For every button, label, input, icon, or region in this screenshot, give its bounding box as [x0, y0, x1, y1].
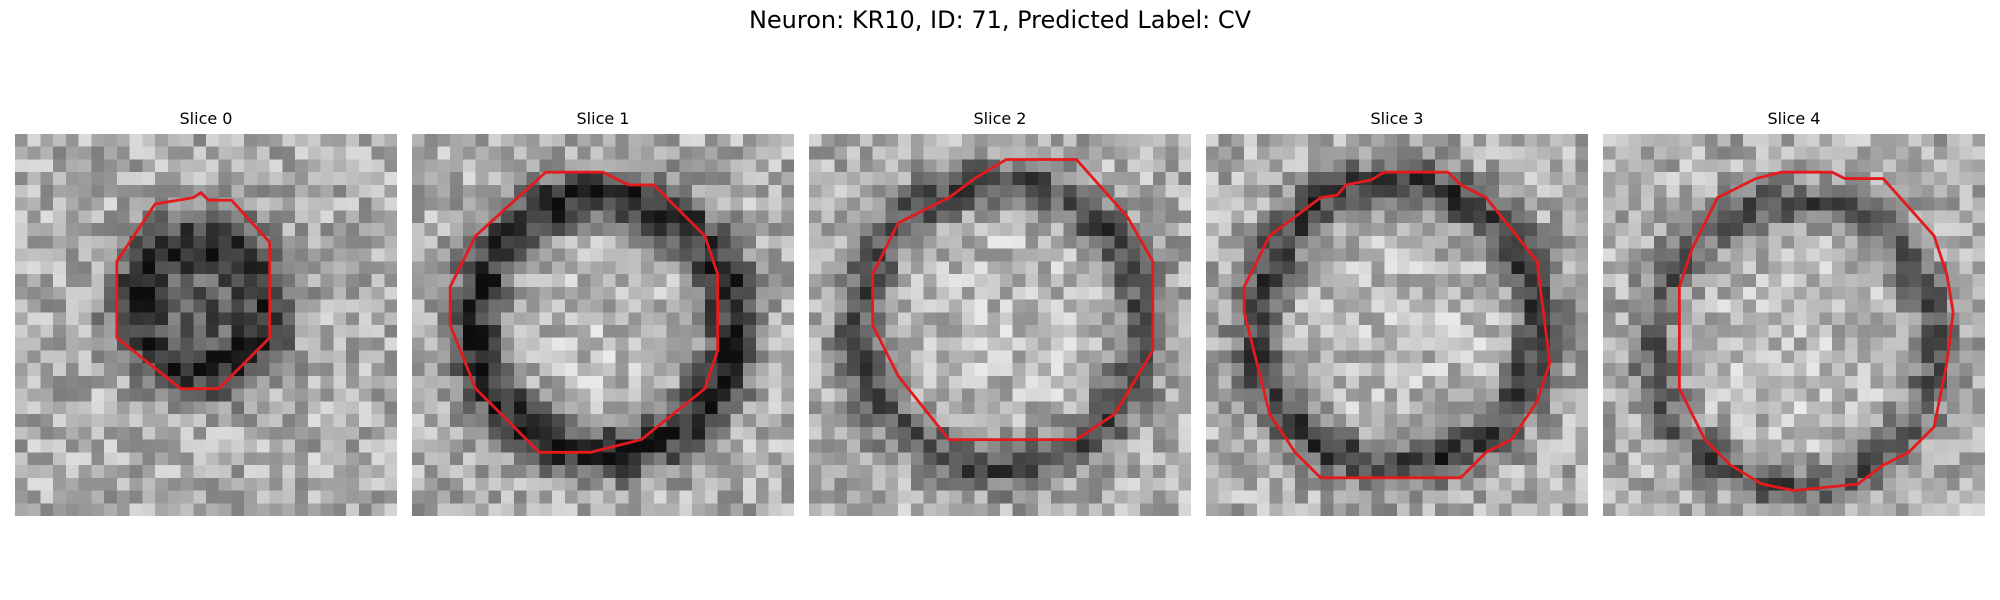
segmentation-contour [871, 158, 1155, 442]
slice-panel-3: Slice 3 [1206, 108, 1588, 516]
slice-title-3: Slice 3 [1370, 109, 1424, 128]
segmentation-contour [115, 191, 272, 391]
slice-image-2 [809, 134, 1191, 516]
slice-image-1 [412, 134, 794, 516]
slice-panel-1: Slice 1 [412, 108, 794, 516]
slice-title-4: Slice 4 [1767, 109, 1821, 128]
slice-title-2: Slice 2 [973, 109, 1027, 128]
figure-title: Neuron: KR10, ID: 71, Predicted Label: C… [748, 6, 1252, 34]
slice-title-0: Slice 0 [179, 109, 233, 128]
slice-image-4 [1603, 134, 1985, 516]
slice-image-0 [15, 134, 397, 516]
slice-panel-0: Slice 0 [15, 108, 397, 516]
slice-panel-2: Slice 2 [809, 108, 1191, 516]
slice-title-1: Slice 1 [576, 109, 630, 128]
slice-panel-4: Slice 4 [1603, 108, 1985, 516]
segmentation-contour [448, 170, 720, 454]
segmentation-contour [1677, 170, 1955, 492]
segmentation-contour [1242, 170, 1552, 480]
slice-image-3 [1206, 134, 1588, 516]
